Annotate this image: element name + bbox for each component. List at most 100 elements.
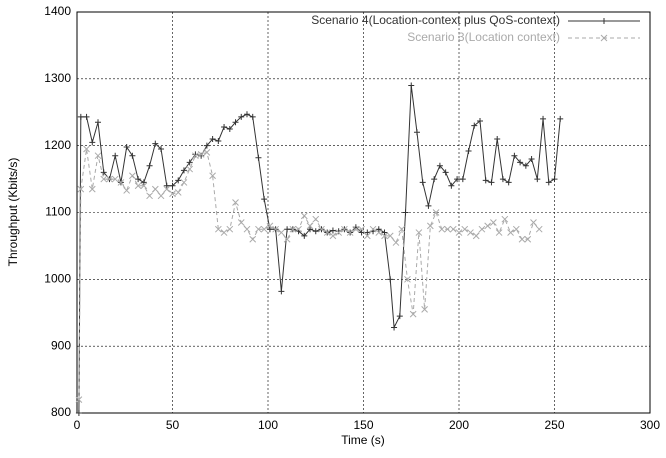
point-marker xyxy=(530,219,537,226)
point-marker xyxy=(197,151,205,158)
point-marker xyxy=(158,146,165,153)
point-marker xyxy=(436,162,443,169)
y-tick-label: 1400 xyxy=(44,4,71,18)
point-marker xyxy=(169,190,176,198)
point-marker xyxy=(112,152,119,159)
point-marker xyxy=(471,122,478,129)
point-marker xyxy=(312,215,320,223)
point-marker xyxy=(175,177,182,184)
point-marker xyxy=(444,225,451,233)
point-marker xyxy=(226,125,233,132)
point-marker xyxy=(261,196,268,203)
point-marker xyxy=(369,225,377,233)
point-marker xyxy=(431,176,438,183)
x-tick-label: 200 xyxy=(449,418,469,432)
y-tick-label: 1100 xyxy=(45,205,71,219)
point-marker xyxy=(232,199,239,206)
point-marker xyxy=(404,275,411,283)
point-marker xyxy=(300,212,308,220)
point-marker xyxy=(123,144,130,151)
point-marker xyxy=(140,179,147,186)
point-marker xyxy=(425,202,432,209)
point-marker xyxy=(421,306,428,313)
point-marker xyxy=(323,229,331,236)
point-marker xyxy=(329,227,336,234)
legend-marker xyxy=(600,34,608,42)
point-marker xyxy=(512,225,520,233)
point-marker xyxy=(488,179,495,186)
point-marker xyxy=(478,225,486,233)
point-marker xyxy=(517,159,524,166)
x-tick-label: 100 xyxy=(258,418,278,432)
point-marker xyxy=(238,113,245,120)
y-tick-label: 1000 xyxy=(44,272,71,286)
point-marker xyxy=(535,225,543,233)
legend-label: Scenario 4(Location-context plus QoS-con… xyxy=(311,13,560,27)
point-marker xyxy=(484,222,492,230)
point-marker xyxy=(117,179,125,186)
point-marker xyxy=(186,165,194,173)
point-marker xyxy=(540,115,547,122)
point-marker xyxy=(494,135,501,142)
x-tick-label: 250 xyxy=(544,418,564,432)
point-marker xyxy=(243,225,251,233)
point-marker xyxy=(237,219,245,226)
point-marker xyxy=(283,235,291,243)
point-marker xyxy=(442,169,449,176)
y-axis-label: Throughput (Kbits/s) xyxy=(6,158,20,267)
point-marker xyxy=(364,229,371,236)
point-marker xyxy=(551,176,558,183)
point-marker xyxy=(278,229,285,236)
point-marker xyxy=(482,177,489,184)
point-marker xyxy=(192,152,199,160)
point-marker xyxy=(301,232,308,239)
y-tick-label: 1200 xyxy=(44,138,71,152)
point-marker xyxy=(307,226,314,233)
point-marker xyxy=(465,148,472,155)
point-marker xyxy=(398,225,406,233)
point-marker xyxy=(352,225,360,233)
point-marker xyxy=(381,229,388,236)
point-marker xyxy=(402,209,409,216)
point-marker xyxy=(100,175,108,183)
point-marker xyxy=(432,209,440,216)
point-marker xyxy=(226,225,234,233)
point-marker xyxy=(169,182,176,189)
point-marker xyxy=(454,176,461,183)
point-marker xyxy=(163,185,171,193)
point-marker xyxy=(75,396,83,403)
point-marker xyxy=(140,182,148,190)
point-marker xyxy=(413,129,420,136)
point-marker xyxy=(255,154,262,161)
point-marker xyxy=(272,225,279,233)
point-marker xyxy=(511,152,518,159)
y-tick-label: 900 xyxy=(51,338,71,352)
point-marker xyxy=(363,232,371,240)
point-marker xyxy=(83,145,90,153)
point-marker xyxy=(335,229,343,236)
point-marker xyxy=(386,232,394,240)
point-marker xyxy=(507,229,514,236)
point-marker xyxy=(83,113,90,120)
point-marker xyxy=(88,185,96,193)
point-marker xyxy=(295,225,302,233)
point-marker xyxy=(209,135,216,142)
point-marker xyxy=(215,137,222,144)
point-marker xyxy=(135,176,142,183)
point-marker xyxy=(77,185,85,193)
point-marker xyxy=(129,172,136,180)
y-tick-label: 800 xyxy=(51,405,71,419)
point-marker xyxy=(505,179,512,186)
point-marker xyxy=(461,225,469,233)
point-marker xyxy=(203,142,210,149)
point-marker xyxy=(426,222,434,230)
point-marker xyxy=(472,232,480,240)
point-marker xyxy=(318,225,325,233)
point-marker xyxy=(203,148,211,156)
point-marker xyxy=(186,159,193,166)
point-marker xyxy=(232,119,239,126)
x-tick-label: 150 xyxy=(353,418,373,432)
point-marker xyxy=(249,113,256,120)
point-marker xyxy=(75,410,82,416)
